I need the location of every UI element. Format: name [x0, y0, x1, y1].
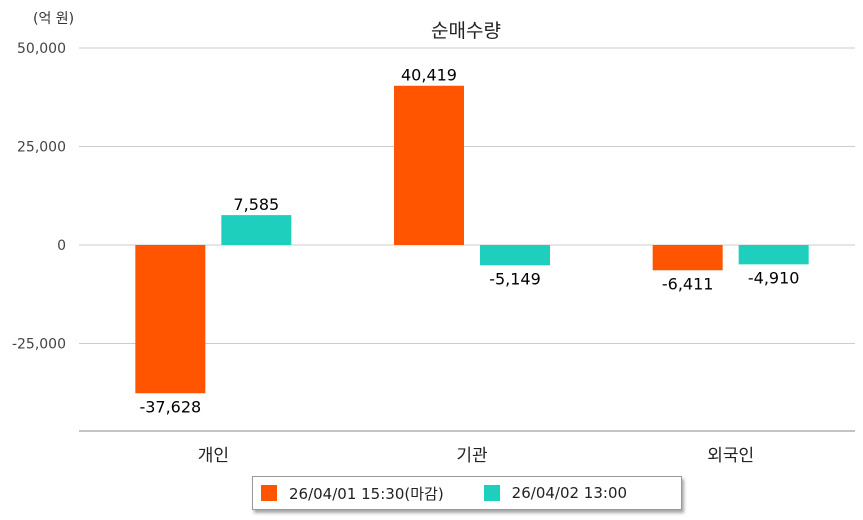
data-label: -5,149: [489, 269, 541, 288]
y-tick-label: 50,000: [17, 41, 66, 57]
bars: [135, 85, 809, 394]
bar-series-1[interactable]: [652, 245, 723, 271]
x-axis-ticks: 개인 기관 외국인: [198, 446, 754, 466]
bar-series-1[interactable]: [394, 85, 464, 245]
data-label: -6,411: [662, 274, 714, 293]
data-label: 40,419: [401, 66, 457, 85]
x-tick-label: 기관: [456, 446, 487, 466]
legend-label-series-2: 26/04/02 13:00: [511, 484, 628, 502]
data-label: 7,585: [233, 195, 279, 214]
y-tick-label: -25,000: [12, 337, 66, 353]
legend-swatch-series-1: [261, 485, 277, 501]
bar-series-2[interactable]: [221, 215, 292, 245]
legend-label-series-1: 26/04/01 15:30(마감): [289, 484, 444, 503]
bar-series-2[interactable]: [480, 245, 550, 266]
data-label: -4,910: [748, 268, 800, 287]
legend-swatch-series-2: [483, 485, 500, 501]
bar-series-2[interactable]: [738, 245, 809, 265]
y-axis-ticks: 50,000 25,000 0 -25,000: [12, 41, 66, 353]
legend-item-series-2[interactable]: 26/04/02 13:00: [483, 484, 628, 502]
x-tick-label: 외국인: [707, 446, 754, 466]
chart-title: 순매수량: [431, 20, 501, 42]
legend-item-series-1[interactable]: 26/04/01 15:30(마감): [261, 483, 444, 504]
data-label: -37,628: [139, 397, 201, 416]
legend: 26/04/01 15:30(마감) 26/04/02 13:00: [252, 476, 682, 510]
gridlines: [79, 47, 855, 344]
unit-label: (억 원): [33, 11, 74, 27]
data-labels: -37,628 7,585 40,419 -5,149 -6,411 -4,910: [139, 66, 799, 417]
x-tick-label: 개인: [198, 446, 229, 466]
y-tick-label: 0: [57, 238, 66, 254]
bar-series-1[interactable]: [135, 245, 206, 394]
y-tick-label: 25,000: [17, 140, 66, 156]
